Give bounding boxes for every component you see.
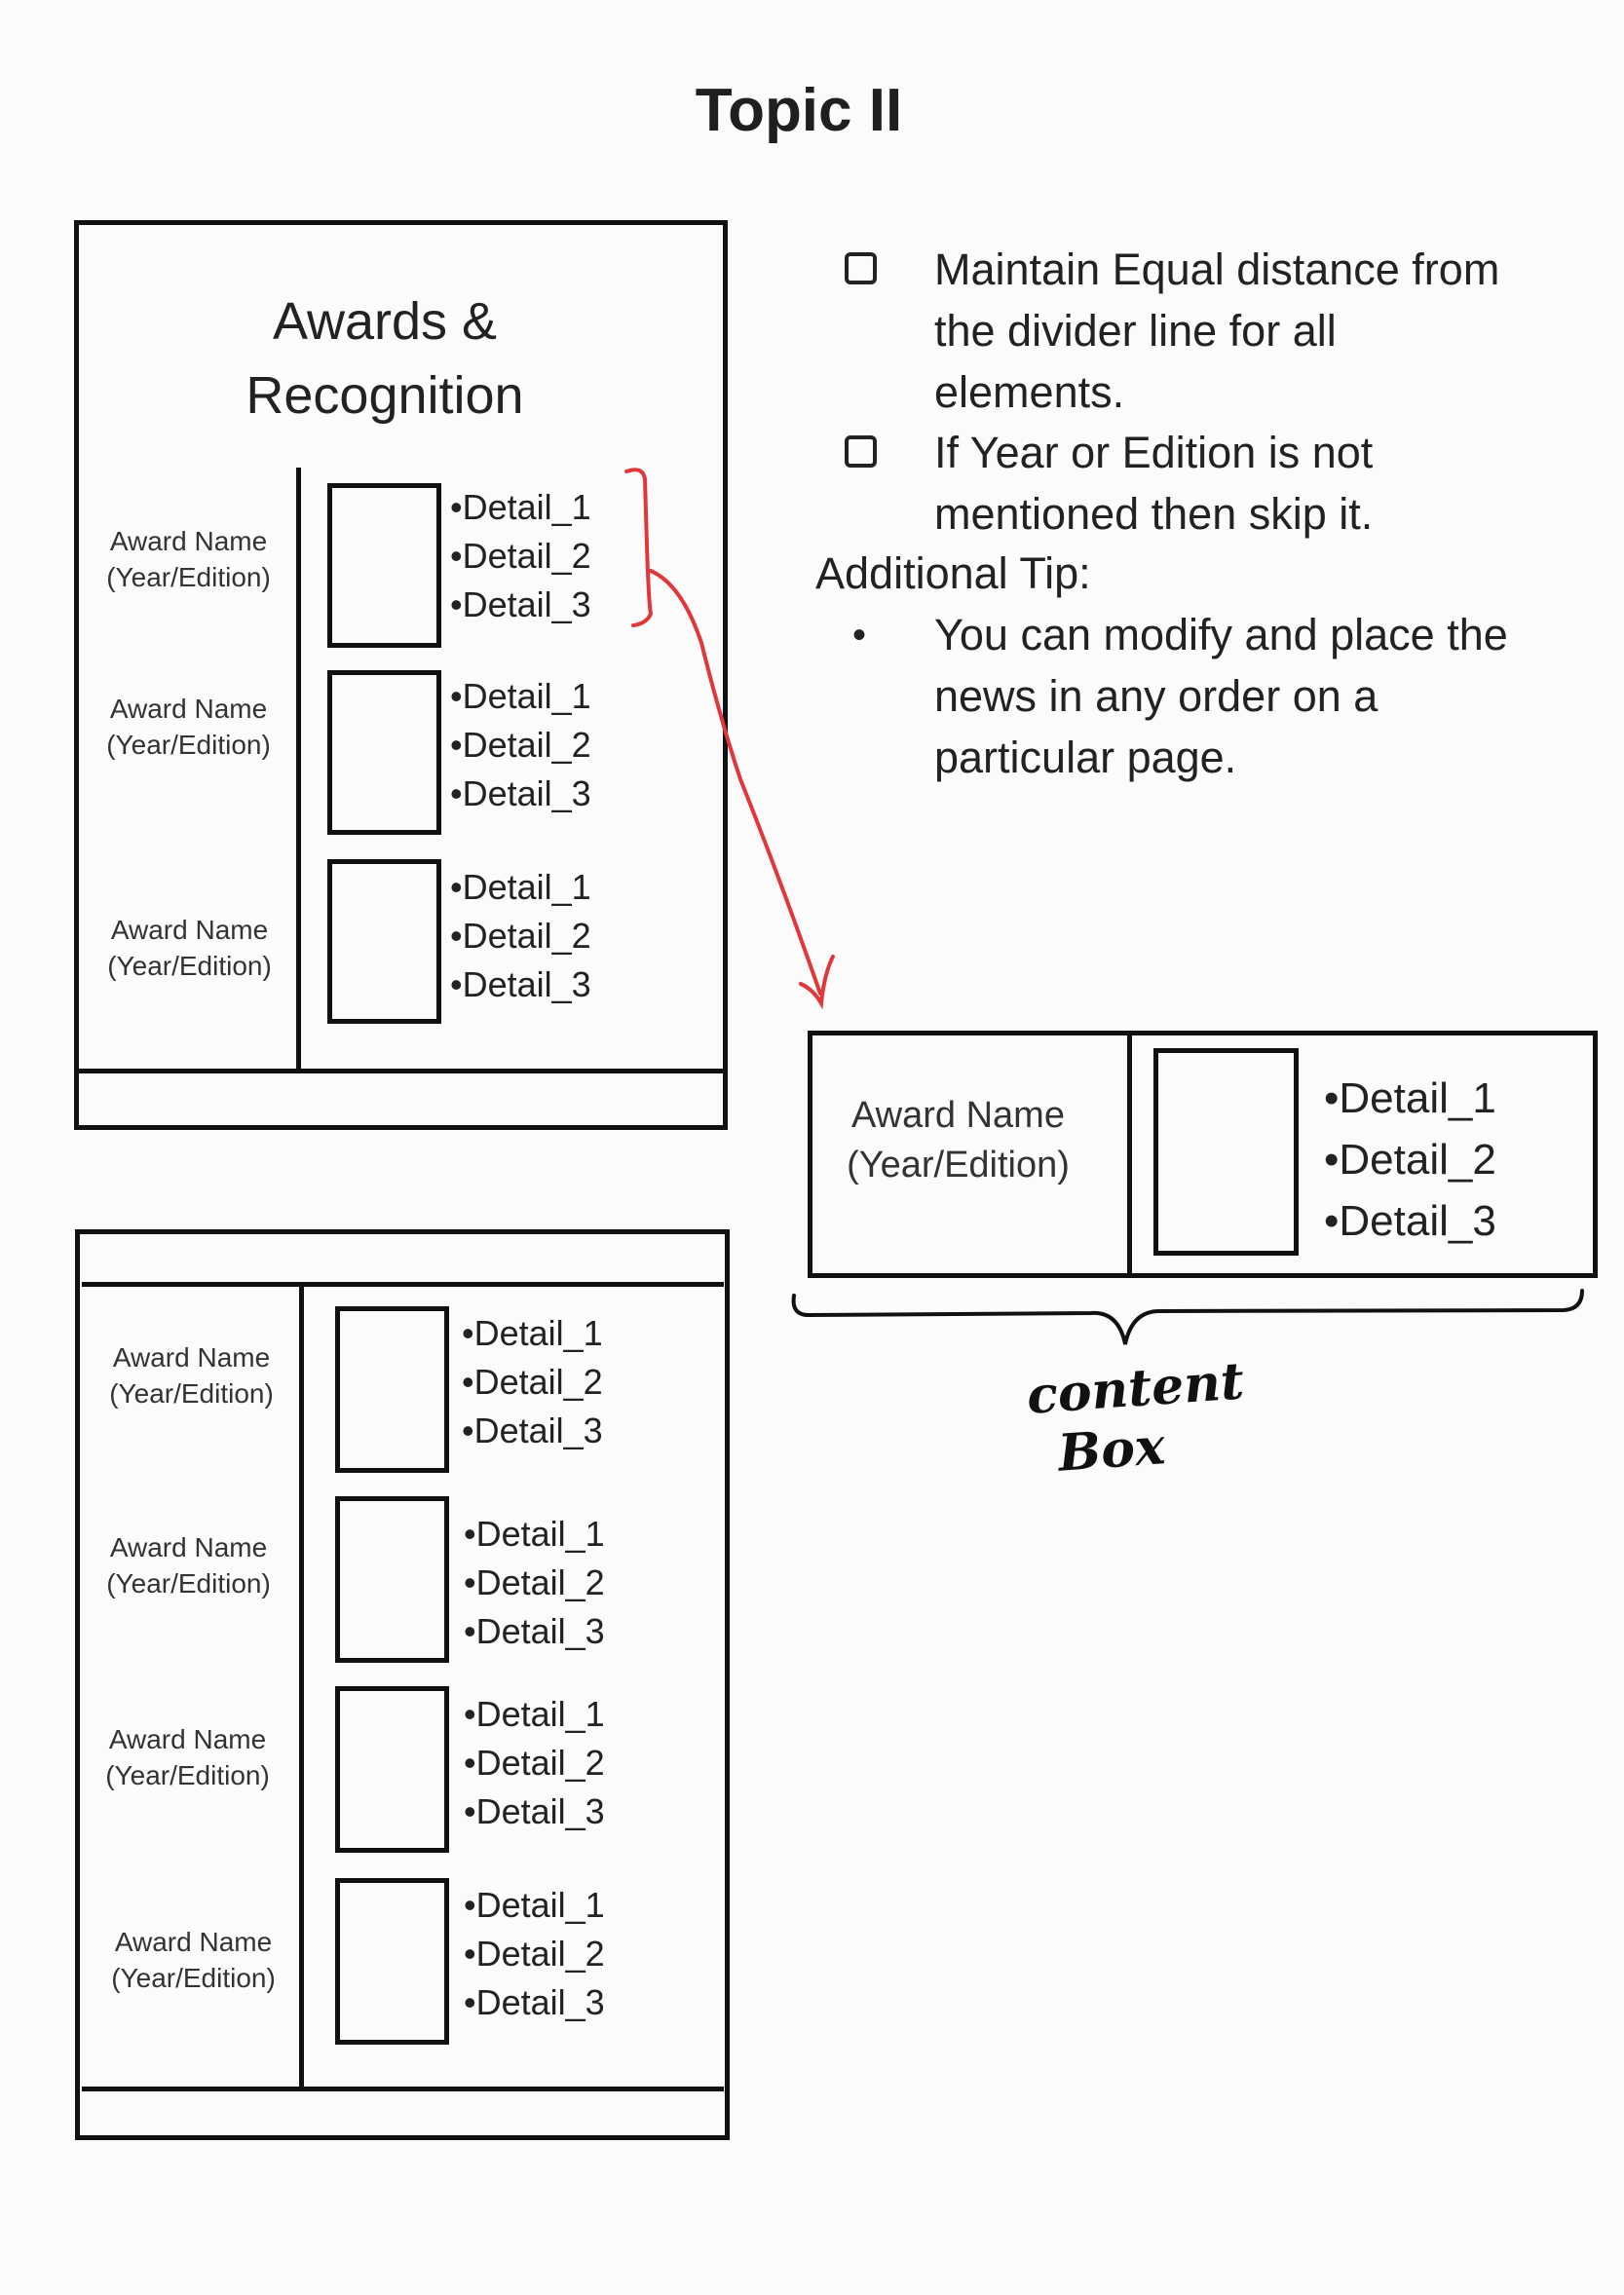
award-image-placeholder bbox=[335, 1496, 449, 1663]
award-name: Award Name (Year/Edition) bbox=[94, 912, 284, 984]
note-line: Maintain Equal distance from bbox=[934, 245, 1500, 294]
curly-brace bbox=[791, 1289, 1584, 1345]
detail-item: •Detail_3 bbox=[462, 1411, 603, 1450]
section-heading: Awards & Recognition bbox=[195, 284, 575, 433]
note-line: the divider line for all bbox=[934, 306, 1337, 356]
award-image-placeholder bbox=[327, 859, 441, 1024]
award-details: •Detail_1 •Detail_2 •Detail_3 bbox=[450, 672, 591, 818]
award-name-label: Award Name bbox=[109, 526, 268, 556]
award-year-label: (Year/Edition) bbox=[105, 1760, 270, 1790]
detail-item: •Detail_2 bbox=[464, 1743, 605, 1783]
divider-line bbox=[296, 468, 301, 1072]
arrowhead-icon bbox=[799, 955, 835, 1010]
award-year-label: (Year/Edition) bbox=[111, 1963, 276, 1993]
detail-item: •Detail_1 bbox=[1324, 1074, 1496, 1122]
detail-item: •Detail_3 bbox=[464, 1611, 605, 1651]
award-name-label: Award Name bbox=[109, 1532, 268, 1562]
award-details: •Detail_1 •Detail_2 •Detail_3 bbox=[450, 863, 591, 1009]
header-line bbox=[82, 1282, 724, 1287]
note-equal-distance: Maintain Equal distance from the divider… bbox=[934, 239, 1499, 423]
tip-heading: Additional Tip: bbox=[815, 548, 1091, 598]
footer-line bbox=[82, 2087, 724, 2091]
detail-item: •Detail_3 bbox=[464, 1791, 605, 1831]
award-details: •Detail_1 •Detail_2 •Detail_3 bbox=[450, 483, 591, 629]
detail-item: •Detail_3 bbox=[1324, 1197, 1496, 1245]
detail-item: •Detail_2 bbox=[450, 536, 591, 576]
award-year-label: (Year/Edition) bbox=[847, 1145, 1070, 1185]
note-line: If Year or Edition is not bbox=[934, 428, 1374, 477]
note-skip-year: If Year or Edition is not mentioned then… bbox=[934, 422, 1373, 545]
tip-line: news in any order on a bbox=[934, 671, 1379, 721]
tip-text: You can modify and place the news in any… bbox=[934, 604, 1508, 788]
award-name-label: Award Name bbox=[851, 1095, 1065, 1136]
award-details: •Detail_1 •Detail_2 •Detail_3 bbox=[464, 1690, 605, 1836]
detail-item: •Detail_1 bbox=[450, 676, 591, 716]
red-bracket bbox=[624, 468, 654, 627]
award-name-label: Award Name bbox=[114, 1927, 273, 1957]
section-heading-line-2: Recognition bbox=[245, 366, 524, 425]
award-name-label: Award Name bbox=[109, 694, 268, 724]
content-box bbox=[808, 1031, 1598, 1278]
tip-line: You can modify and place the bbox=[934, 610, 1508, 659]
detail-item: •Detail_2 bbox=[1324, 1136, 1496, 1184]
award-image-placeholder bbox=[335, 1686, 449, 1853]
note-line: mentioned then skip it. bbox=[934, 489, 1374, 539]
detail-item: •Detail_1 bbox=[462, 1313, 603, 1353]
award-year-label: (Year/Edition) bbox=[109, 1378, 274, 1409]
detail-item: •Detail_3 bbox=[450, 964, 591, 1004]
award-year-label: (Year/Edition) bbox=[106, 1568, 271, 1599]
award-year-label: (Year/Edition) bbox=[106, 562, 271, 592]
detail-item: •Detail_1 bbox=[450, 487, 591, 527]
divider-line bbox=[299, 1282, 304, 2088]
footer-line bbox=[76, 1069, 724, 1073]
award-image-placeholder bbox=[327, 670, 441, 835]
award-name: Award Name (Year/Edition) bbox=[96, 1339, 286, 1411]
award-name-label: Award Name bbox=[108, 1724, 267, 1754]
checkbox-icon[interactable] bbox=[845, 435, 877, 468]
note-line: elements. bbox=[934, 367, 1125, 417]
award-name-label: Award Name bbox=[112, 1342, 271, 1373]
award-name: Award Name (Year/Edition) bbox=[94, 691, 283, 763]
section-heading-line-1: Awards & bbox=[272, 292, 498, 351]
detail-item: •Detail_2 bbox=[462, 1362, 603, 1402]
detail-item: •Detail_3 bbox=[464, 1982, 605, 2022]
award-details: •Detail_1 •Detail_2 •Detail_3 bbox=[462, 1309, 603, 1455]
detail-item: •Detail_1 bbox=[464, 1694, 605, 1734]
award-name: Award Name (Year/Edition) bbox=[93, 1721, 283, 1793]
page-title: Topic II bbox=[695, 77, 903, 144]
award-image-placeholder bbox=[1153, 1048, 1299, 1256]
award-details: •Detail_1 •Detail_2 •Detail_3 bbox=[464, 1881, 605, 2027]
award-name: Award Name (Year/Edition) bbox=[94, 1529, 283, 1601]
page-layout-2 bbox=[75, 1229, 730, 2140]
detail-item: •Detail_2 bbox=[464, 1562, 605, 1602]
red-arrow bbox=[649, 569, 822, 996]
detail-item: •Detail_3 bbox=[450, 773, 591, 813]
award-name: Award Name (Year/Edition) bbox=[98, 1924, 288, 1996]
detail-item: •Detail_1 bbox=[464, 1514, 605, 1554]
bullet-icon: • bbox=[852, 614, 867, 657]
detail-item: •Detail_1 bbox=[464, 1885, 605, 1925]
award-details: •Detail_1 •Detail_2 •Detail_3 bbox=[464, 1510, 605, 1656]
divider-line bbox=[1127, 1033, 1132, 1276]
detail-item: •Detail_1 bbox=[450, 867, 591, 907]
award-name: Award Name (Year/Edition) bbox=[829, 1091, 1087, 1190]
detail-item: •Detail_2 bbox=[450, 725, 591, 765]
checkbox-icon[interactable] bbox=[845, 252, 877, 284]
award-image-placeholder bbox=[327, 483, 441, 648]
award-name-label: Award Name bbox=[110, 915, 269, 945]
award-details: •Detail_1 •Detail_2 •Detail_3 bbox=[1324, 1068, 1496, 1252]
award-year-label: (Year/Edition) bbox=[106, 730, 271, 760]
tip-line: particular page. bbox=[934, 733, 1237, 782]
award-image-placeholder bbox=[335, 1878, 449, 2045]
detail-item: •Detail_2 bbox=[450, 916, 591, 956]
award-year-label: (Year/Edition) bbox=[107, 951, 272, 981]
page-layout-1 bbox=[74, 220, 728, 1130]
award-image-placeholder bbox=[335, 1306, 449, 1473]
award-name: Award Name (Year/Edition) bbox=[94, 523, 283, 595]
detail-item: •Detail_3 bbox=[450, 584, 591, 624]
detail-item: •Detail_2 bbox=[464, 1934, 605, 1974]
